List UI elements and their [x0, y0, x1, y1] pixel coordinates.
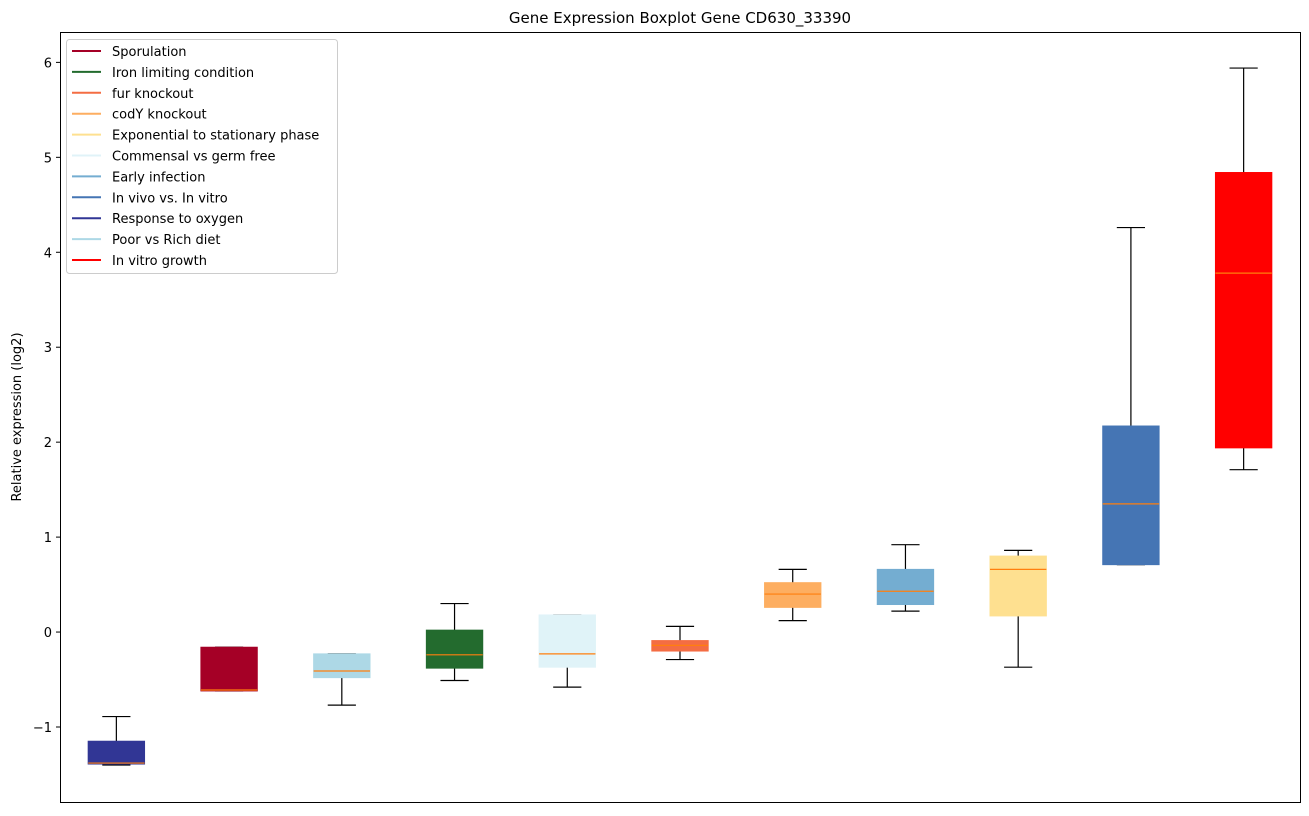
box-body [87, 740, 146, 765]
y-axis: −1 0 1 2 3 4 5 6 [33, 56, 60, 736]
box-exponential-to-stationary-phase [989, 549, 1047, 668]
legend-label: In vitro growth [112, 254, 207, 269]
box-body [538, 614, 596, 668]
box-in-vitro-growth [1214, 67, 1273, 471]
y-tick-label: 4 [44, 246, 52, 261]
box-fur-knockout [651, 625, 709, 661]
box-body [425, 629, 484, 669]
y-tick-label: 5 [44, 151, 52, 166]
box-in-vivo-vs-in-vitro [1102, 226, 1160, 566]
box-sporulation [200, 646, 258, 692]
y-tick-label: 6 [44, 56, 52, 71]
plot-frame [60, 32, 1301, 803]
legend-label: Poor vs Rich diet [112, 233, 220, 248]
box-early-infection [876, 544, 935, 612]
y-tick-label: 1 [44, 531, 52, 546]
box-body [989, 555, 1047, 617]
y-tick-label: 3 [44, 341, 52, 356]
box-body [876, 568, 935, 606]
box-body [200, 646, 258, 692]
box-body [764, 582, 822, 608]
legend-label: Exponential to stationary phase [112, 129, 319, 144]
box-body [313, 653, 371, 679]
y-tick-label: 2 [44, 436, 52, 451]
y-tick-label: −1 [33, 721, 52, 736]
legend-label: In vivo vs. In vitro [112, 191, 228, 206]
box-iron-limiting-condition [425, 602, 484, 682]
legend-label: Commensal vs germ free [112, 150, 275, 165]
legend-label: Sporulation [112, 45, 187, 60]
legend-label: Response to oxygen [112, 212, 243, 227]
chart-title: Gene Expression Boxplot Gene CD630_33390 [509, 9, 851, 28]
y-tick-label: 0 [44, 626, 52, 641]
box-body [1214, 172, 1273, 449]
box-cody-knockout [764, 568, 822, 622]
legend-label: codY knockout [112, 108, 207, 123]
legend-label: Early infection [112, 170, 205, 185]
box-response-to-oxygen [87, 715, 146, 766]
legend-frame [66, 39, 338, 274]
boxes-group [87, 67, 1273, 766]
legend: Sporulation Iron limiting condition fur kn… [66, 39, 338, 274]
box-body [1102, 425, 1160, 566]
y-axis-label: Relative expression (log2) [10, 332, 25, 501]
legend-label: Iron limiting condition [112, 66, 254, 81]
box-commensal-vs-germ-free [538, 614, 596, 688]
box-poor-vs-rich-diet [313, 653, 371, 706]
legend-label: fur knockout [112, 87, 194, 102]
